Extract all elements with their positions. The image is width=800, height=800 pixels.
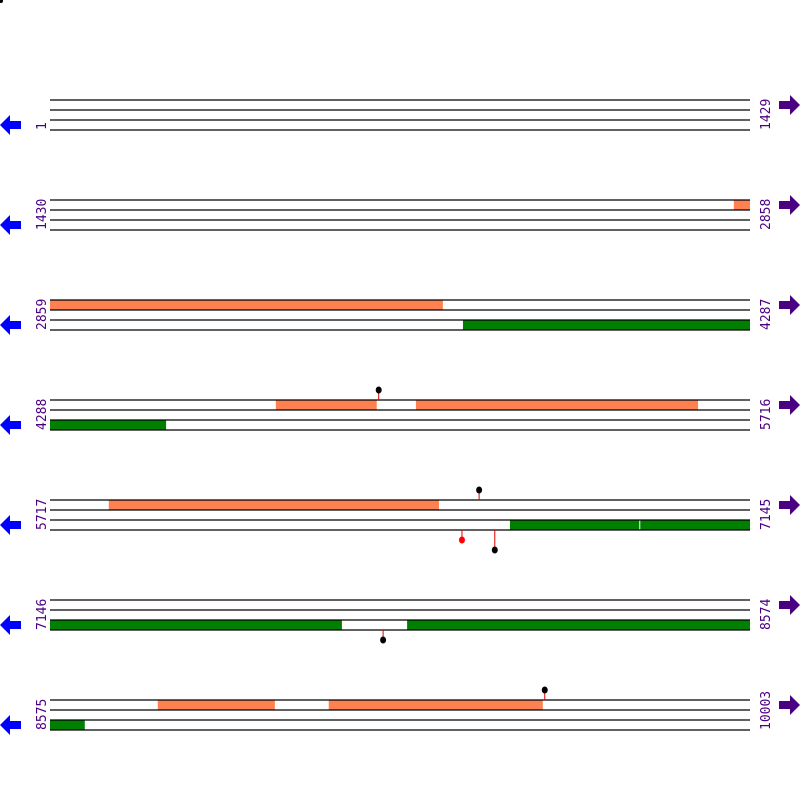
- forward-feature: [50, 300, 443, 310]
- map-row: 5717 7145: [0, 486, 800, 554]
- forward-feature: [275, 400, 377, 410]
- row-end-label: 2858: [759, 199, 774, 230]
- row-end-label: 7145: [759, 499, 774, 530]
- arrow-right-icon: [779, 95, 800, 115]
- map-row: 1 1429: [0, 95, 800, 135]
- map-row: 8575 10003: [0, 686, 800, 735]
- forward-feature: [733, 200, 750, 210]
- row-start-label: 5717: [35, 499, 50, 530]
- arrow-left-icon: [0, 715, 21, 735]
- arrow-left-icon: [0, 515, 21, 535]
- map-row: 2859 4287: [0, 295, 800, 335]
- marker-head: [380, 636, 387, 644]
- forward-feature: [157, 700, 275, 710]
- arrow-right-icon: [779, 595, 800, 615]
- forward-feature: [415, 400, 699, 410]
- marker-head: [491, 546, 498, 554]
- arrow-right-icon: [779, 395, 800, 415]
- gap-feature: [341, 620, 408, 630]
- arrow-right-icon: [779, 495, 800, 515]
- marker-head: [458, 536, 465, 544]
- row-end-label: 10003: [759, 691, 774, 730]
- marker-head: [375, 386, 382, 394]
- map-row: 7146 8574: [0, 595, 800, 644]
- reverse-feature: [50, 420, 167, 430]
- reverse-feature: [50, 620, 342, 630]
- marker-head: [476, 486, 483, 494]
- map-row: 1430 2858: [0, 195, 800, 235]
- arrow-left-icon: [0, 415, 21, 435]
- reverse-feature: [462, 320, 750, 330]
- row-end-label: 1429: [759, 99, 774, 130]
- arrow-right-icon: [779, 295, 800, 315]
- row-start-label: 2859: [35, 299, 50, 330]
- forward-feature: [328, 700, 543, 710]
- row-start-label: 7146: [35, 599, 50, 630]
- arrow-left-icon: [0, 115, 21, 135]
- row-end-label: 5716: [759, 399, 774, 430]
- arrow-left-icon: [0, 315, 21, 335]
- reverse-feature: [50, 720, 85, 730]
- row-end-label: 4287: [759, 299, 774, 330]
- marker-head: [541, 686, 548, 694]
- reverse-feature: [509, 520, 640, 530]
- row-start-label: 1430: [35, 199, 50, 230]
- corner-dot: [0, 0, 3, 3]
- map-row: 4288 5716: [0, 386, 800, 435]
- reverse-feature: [407, 620, 750, 630]
- arrow-left-icon: [0, 615, 21, 635]
- arrow-right-icon: [779, 695, 800, 715]
- row-start-label: 4288: [35, 399, 50, 430]
- arrow-left-icon: [0, 215, 21, 235]
- row-end-label: 8574: [759, 599, 774, 630]
- forward-feature: [108, 500, 439, 510]
- reverse-feature: [640, 520, 750, 530]
- row-start-label: 1: [35, 122, 50, 130]
- arrow-right-icon: [779, 195, 800, 215]
- row-start-label: 8575: [35, 699, 50, 730]
